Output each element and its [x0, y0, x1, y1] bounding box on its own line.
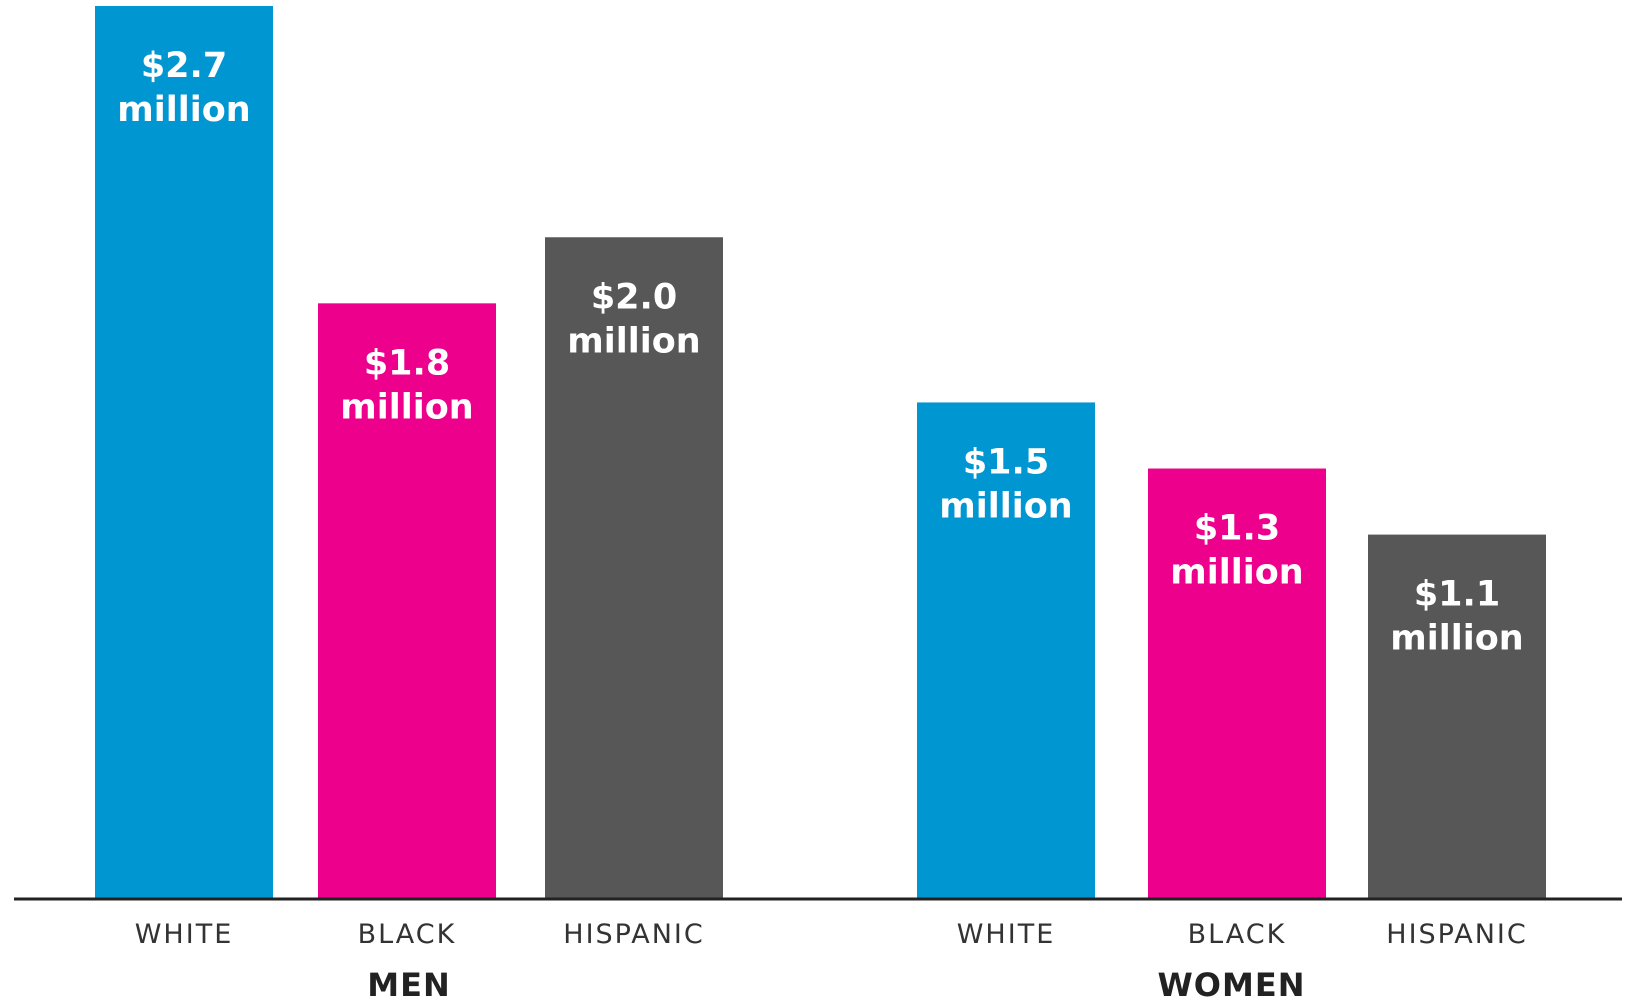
bar-unit-label-women-black: million	[1170, 553, 1303, 593]
tick-label-women-white: WHITE	[957, 919, 1056, 950]
tick-label-women-black: BLACK	[1188, 919, 1287, 950]
bar-unit-label-women-hispanic: million	[1390, 619, 1523, 659]
tick-label-men-black: BLACK	[358, 919, 457, 950]
bar-value-label-women-hispanic: $1.1	[1414, 575, 1500, 615]
bar-unit-label-men-hispanic: million	[567, 321, 700, 361]
bar-men-black	[318, 303, 496, 898]
bar-men-white	[95, 6, 273, 898]
bar-women-hispanic	[1368, 534, 1546, 898]
tick-label-men-hispanic: HISPANIC	[563, 919, 704, 950]
bar-value-label-men-black: $1.8	[364, 343, 450, 383]
tick-label-men-white: WHITE	[135, 919, 234, 950]
labels-layer: $2.7millionWHITE$1.8millionBLACK$2.0mill…	[117, 46, 1527, 1004]
bar-value-label-men-white: $2.7	[141, 46, 227, 86]
bar-unit-label-men-black: million	[340, 387, 473, 427]
bar-unit-label-women-white: million	[939, 486, 1072, 526]
tick-label-women-hispanic: HISPANIC	[1386, 919, 1527, 950]
bars-layer	[95, 6, 1546, 898]
group-label-men: MEN	[367, 966, 450, 1004]
bar-men-hispanic	[545, 237, 723, 898]
bar-value-label-men-hispanic: $2.0	[591, 277, 677, 317]
bar-value-label-women-black: $1.3	[1194, 509, 1280, 549]
bar-women-white	[917, 402, 1095, 898]
bar-value-label-women-white: $1.5	[963, 442, 1049, 482]
bar-unit-label-men-white: million	[117, 90, 250, 130]
bar-women-black	[1148, 468, 1326, 898]
group-label-women: WOMEN	[1158, 966, 1306, 1004]
